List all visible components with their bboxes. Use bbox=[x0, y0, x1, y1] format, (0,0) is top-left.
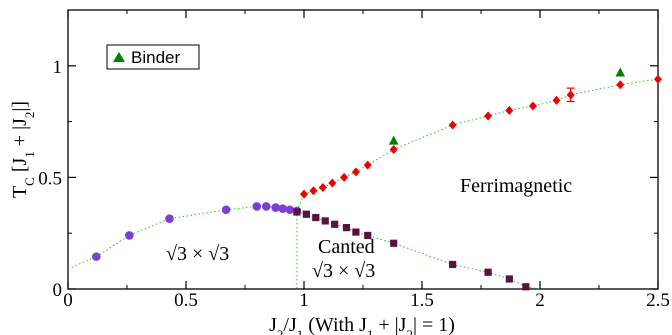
legend-triangle-icon bbox=[113, 52, 125, 62]
data-point-square bbox=[390, 239, 398, 247]
x-tick-label: 2 bbox=[535, 290, 545, 311]
data-point-square bbox=[312, 213, 320, 222]
data-point-circle bbox=[252, 202, 262, 211]
annotation-canted-line2: √3 × √3 bbox=[312, 260, 375, 282]
data-point-circle bbox=[271, 203, 280, 212]
axis-ticks: 0 0.5 1 1.5 2 2.5 0 0.5 1 bbox=[38, 10, 670, 311]
data-point-diamond bbox=[300, 189, 308, 199]
data-point-triangle bbox=[615, 67, 626, 77]
data-point-circle bbox=[92, 252, 101, 261]
data-point-circle bbox=[125, 231, 134, 240]
data-point-diamond bbox=[448, 120, 457, 130]
data-point-diamond bbox=[484, 111, 493, 121]
data-marks bbox=[92, 67, 662, 291]
data-point-square bbox=[331, 220, 339, 228]
series-connector-line bbox=[303, 78, 659, 195]
data-point-square bbox=[522, 283, 530, 291]
legend-box bbox=[106, 44, 200, 70]
y-tick-label: 0.5 bbox=[38, 168, 62, 189]
data-point-square bbox=[342, 224, 351, 232]
data-point-diamond bbox=[616, 80, 625, 90]
data-point-diamond bbox=[309, 186, 318, 196]
data-point-square bbox=[302, 210, 310, 218]
x-tick-label: 1 bbox=[299, 290, 309, 311]
data-point-square bbox=[484, 268, 492, 276]
data-point-circle bbox=[278, 204, 288, 213]
data-point-diamond bbox=[328, 178, 337, 188]
data-point-triangle bbox=[388, 135, 399, 145]
series-connector-line bbox=[296, 193, 305, 212]
x-tick-label: 2.5 bbox=[646, 290, 670, 311]
data-point-diamond bbox=[505, 105, 514, 115]
series-connector-line bbox=[67, 256, 97, 270]
data-point-circle bbox=[165, 214, 174, 223]
annotation-canted-line1: Canted bbox=[318, 236, 375, 258]
y-tick-label: 0 bbox=[53, 280, 63, 301]
data-point-square bbox=[449, 260, 457, 269]
data-point-diamond bbox=[552, 95, 561, 105]
x-tick-label: 0 bbox=[63, 290, 73, 311]
data-point-circle bbox=[285, 205, 295, 215]
data-point-diamond bbox=[654, 74, 662, 84]
legend-label-binder: Binder bbox=[131, 48, 180, 67]
data-point-square bbox=[364, 231, 372, 240]
y-tick-label: 1 bbox=[53, 57, 63, 78]
data-point-square bbox=[505, 275, 513, 283]
data-point-diamond bbox=[340, 172, 349, 182]
data-point-square bbox=[352, 228, 360, 236]
annotation-ferrimagnetic: Ferrimagnetic bbox=[460, 175, 572, 197]
data-point-square bbox=[321, 217, 329, 225]
annotation-sqrt3-left: √3 × √3 bbox=[166, 243, 229, 265]
data-point-circle bbox=[221, 205, 231, 215]
data-point-diamond bbox=[351, 167, 360, 177]
data-point-circle bbox=[261, 202, 271, 211]
data-point-diamond bbox=[528, 101, 537, 111]
legend: Binder bbox=[106, 44, 200, 70]
x-tick-label: 1.5 bbox=[410, 290, 434, 311]
data-point-diamond bbox=[363, 160, 372, 170]
x-tick-label: 0.5 bbox=[174, 290, 198, 311]
data-point-diamond bbox=[389, 145, 398, 154]
data-point-diamond bbox=[318, 182, 327, 192]
data-point-square bbox=[293, 208, 301, 216]
x-axis-label: J2/J1 (With J1 + |J2| = 1) bbox=[269, 314, 455, 335]
y-axis-label: TC [J1 + |J2|] bbox=[9, 101, 37, 198]
